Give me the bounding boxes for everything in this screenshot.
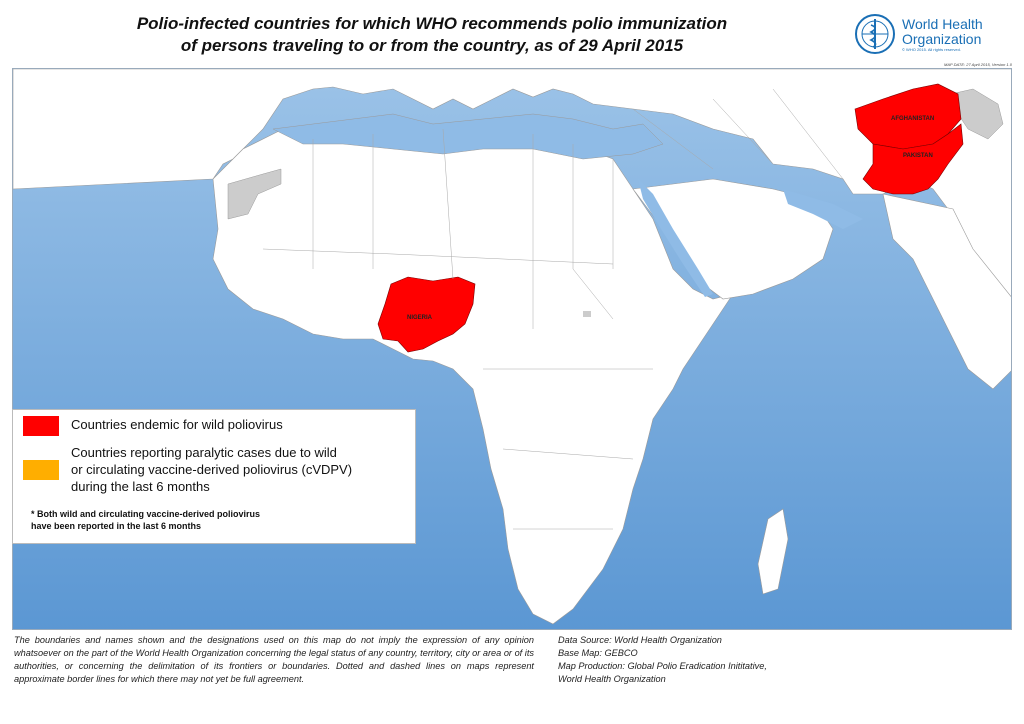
legend-footnote: * Both wild and circulating vaccine-deri… <box>31 509 261 531</box>
credits: Data Source: World Health Organization B… <box>558 634 998 686</box>
credit-production-line1: Map Production: Global Polio Eradication… <box>558 661 767 671</box>
map-svg: AFGHANISTAN PAKISTAN NIGERIA <box>13 69 1011 629</box>
land-india <box>882 193 1011 390</box>
label-afghanistan: AFGHANISTAN <box>891 116 934 122</box>
credit-base-map: Base Map: GEBCO <box>558 648 638 658</box>
africa-borders <box>262 128 653 530</box>
land-madagascar <box>757 508 789 595</box>
no-data-small <box>583 311 591 317</box>
who-name-line1: World Health <box>902 16 983 32</box>
map-title: Polio-infected countries for which WHO r… <box>12 13 852 57</box>
legend-swatch-cvdpv <box>23 460 59 480</box>
mediterranean-sea <box>272 113 664 160</box>
who-name-line2: Organization <box>902 31 982 47</box>
map-legend: Countries endemic for wild poliovirus Co… <box>12 409 416 544</box>
map-date: MAP DATE: 27 April 2015, Version 1.0 <box>944 62 1012 67</box>
legend-swatch-endemic <box>23 416 59 436</box>
legend-label-cvdpv-line2: or circulating vaccine-derived polioviru… <box>71 462 353 477</box>
label-nigeria: NIGERIA <box>407 315 433 321</box>
legend-cvdpv: Countries reporting paralytic cases due … <box>23 444 352 495</box>
legend-label-cvdpv-line1: Countries reporting paralytic cases due … <box>71 445 337 460</box>
no-data-western-sahara <box>227 168 282 220</box>
legend-label-cvdpv: Countries reporting paralytic cases due … <box>71 444 352 495</box>
map-canvas: AFGHANISTAN PAKISTAN NIGERIA <box>12 68 1012 630</box>
disclaimer-text: The boundaries and names shown and the d… <box>14 635 534 684</box>
country-pakistan <box>862 123 964 195</box>
who-emblem-icon <box>855 14 895 54</box>
red-sea <box>638 179 713 297</box>
country-afghanistan <box>854 83 962 150</box>
who-name: World Health Organization <box>902 17 983 47</box>
legend-label-cvdpv-line3: during the last 6 months <box>71 479 210 494</box>
who-copyright: © WHO 2015. All rights reserved. <box>902 47 961 52</box>
map-header: Polio-infected countries for which WHO r… <box>12 7 1012 67</box>
persian-gulf <box>783 189 863 229</box>
country-nigeria <box>377 276 476 353</box>
legend-label-endemic: Countries endemic for wild poliovirus <box>71 417 283 432</box>
legend-endemic: Countries endemic for wild poliovirus <box>23 416 283 436</box>
label-pakistan: PAKISTAN <box>903 153 933 159</box>
credit-production-line2: World Health Organization <box>558 674 666 684</box>
credit-data-source: Data Source: World Health Organization <box>558 635 722 645</box>
map-title-line1: Polio-infected countries for which WHO r… <box>136 14 728 33</box>
map-title-line2: of persons traveling to or from the coun… <box>180 36 684 55</box>
asia-borders <box>632 88 844 180</box>
who-logo: World Health Organization © WHO 2015. Al… <box>854 13 1019 59</box>
